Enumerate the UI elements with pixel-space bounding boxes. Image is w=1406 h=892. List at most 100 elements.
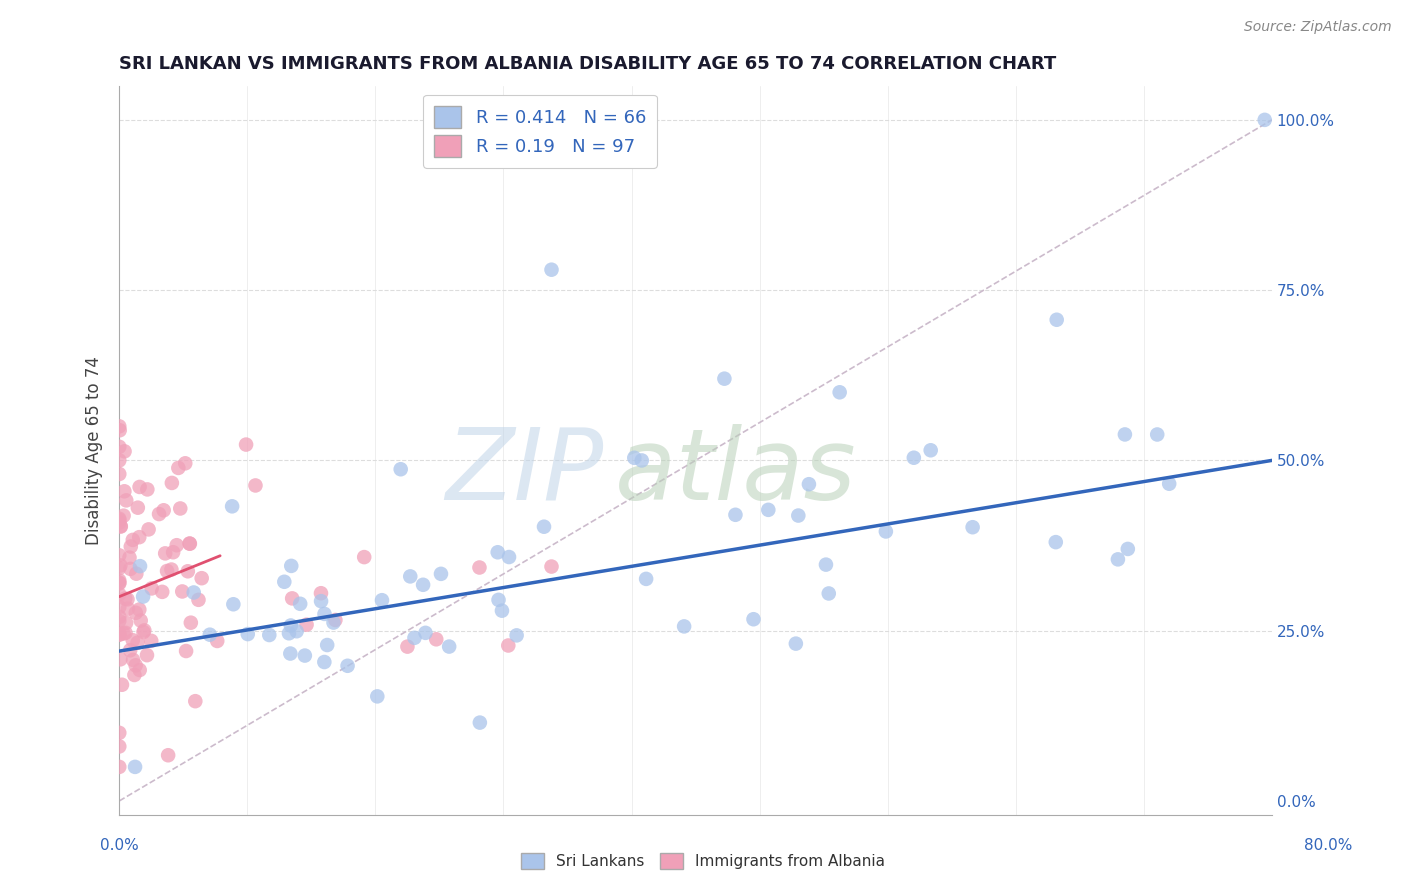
Point	[110, 519, 132, 533]
Point	[108, 575, 131, 590]
Point	[108, 549, 131, 563]
Point	[353, 550, 375, 565]
Point	[160, 563, 183, 577]
Point	[903, 450, 925, 465]
Point	[152, 503, 174, 517]
Point	[236, 627, 259, 641]
Point	[486, 545, 509, 559]
Point	[136, 648, 159, 662]
Point	[366, 690, 388, 704]
Point	[124, 658, 146, 673]
Point	[108, 574, 131, 588]
Point	[160, 475, 183, 490]
Point	[817, 586, 839, 600]
Point	[814, 558, 837, 572]
Point	[108, 440, 131, 454]
Point	[498, 549, 520, 564]
Point	[108, 614, 131, 628]
Point	[129, 614, 152, 628]
Point	[285, 624, 308, 639]
Point	[309, 594, 332, 608]
Point	[157, 748, 180, 763]
Point	[221, 500, 243, 514]
Point	[962, 520, 984, 534]
Point	[724, 508, 747, 522]
Point	[336, 658, 359, 673]
Point	[875, 524, 897, 539]
Point	[785, 637, 807, 651]
Point	[290, 597, 312, 611]
Point	[117, 592, 139, 607]
Text: ZIP: ZIP	[446, 424, 603, 521]
Point	[295, 617, 318, 632]
Point	[259, 628, 281, 642]
Point	[314, 655, 336, 669]
Point	[114, 625, 136, 640]
Text: atlas: atlas	[614, 424, 856, 521]
Point	[1253, 112, 1275, 127]
Point	[114, 591, 136, 606]
Point	[1046, 312, 1069, 326]
Point	[108, 512, 131, 526]
Point	[396, 640, 419, 654]
Point	[742, 612, 765, 626]
Point	[112, 484, 135, 499]
Point	[129, 559, 152, 574]
Point	[198, 628, 221, 642]
Point	[108, 453, 131, 467]
Point	[540, 559, 562, 574]
Point	[121, 633, 143, 648]
Point	[150, 585, 173, 599]
Point	[920, 443, 942, 458]
Point	[118, 550, 141, 565]
Point	[108, 513, 131, 527]
Point	[207, 634, 229, 648]
Point	[1146, 427, 1168, 442]
Point	[127, 636, 149, 650]
Point	[108, 576, 131, 591]
Point	[108, 600, 131, 615]
Point	[132, 590, 155, 604]
Point	[128, 602, 150, 616]
Point	[120, 540, 142, 554]
Point	[167, 461, 190, 475]
Point	[235, 437, 257, 451]
Point	[399, 569, 422, 583]
Point	[108, 726, 131, 740]
Point	[468, 715, 491, 730]
Point	[127, 500, 149, 515]
Point	[108, 419, 131, 434]
Point	[153, 546, 176, 560]
Point	[322, 615, 344, 630]
Point	[498, 639, 520, 653]
Point	[430, 566, 453, 581]
Point	[108, 561, 131, 575]
Point	[273, 574, 295, 589]
Point	[1045, 535, 1067, 549]
Point	[1114, 427, 1136, 442]
Point	[128, 663, 150, 677]
Point	[673, 619, 696, 633]
Point	[124, 668, 146, 682]
Point	[314, 607, 336, 621]
Point	[309, 586, 332, 600]
Point	[124, 760, 146, 774]
Point	[245, 478, 267, 492]
Point	[108, 739, 131, 754]
Text: 0.0%: 0.0%	[100, 838, 139, 853]
Point	[425, 632, 447, 647]
Point	[180, 615, 202, 630]
Point	[630, 453, 652, 467]
Point	[112, 508, 135, 523]
Point	[120, 643, 142, 657]
Point	[172, 584, 194, 599]
Point	[183, 585, 205, 599]
Point	[108, 627, 131, 641]
Point	[190, 571, 212, 585]
Point	[115, 493, 138, 508]
Point	[174, 456, 197, 470]
Point	[505, 628, 527, 642]
Point	[120, 562, 142, 576]
Point	[281, 591, 304, 606]
Point	[371, 593, 394, 607]
